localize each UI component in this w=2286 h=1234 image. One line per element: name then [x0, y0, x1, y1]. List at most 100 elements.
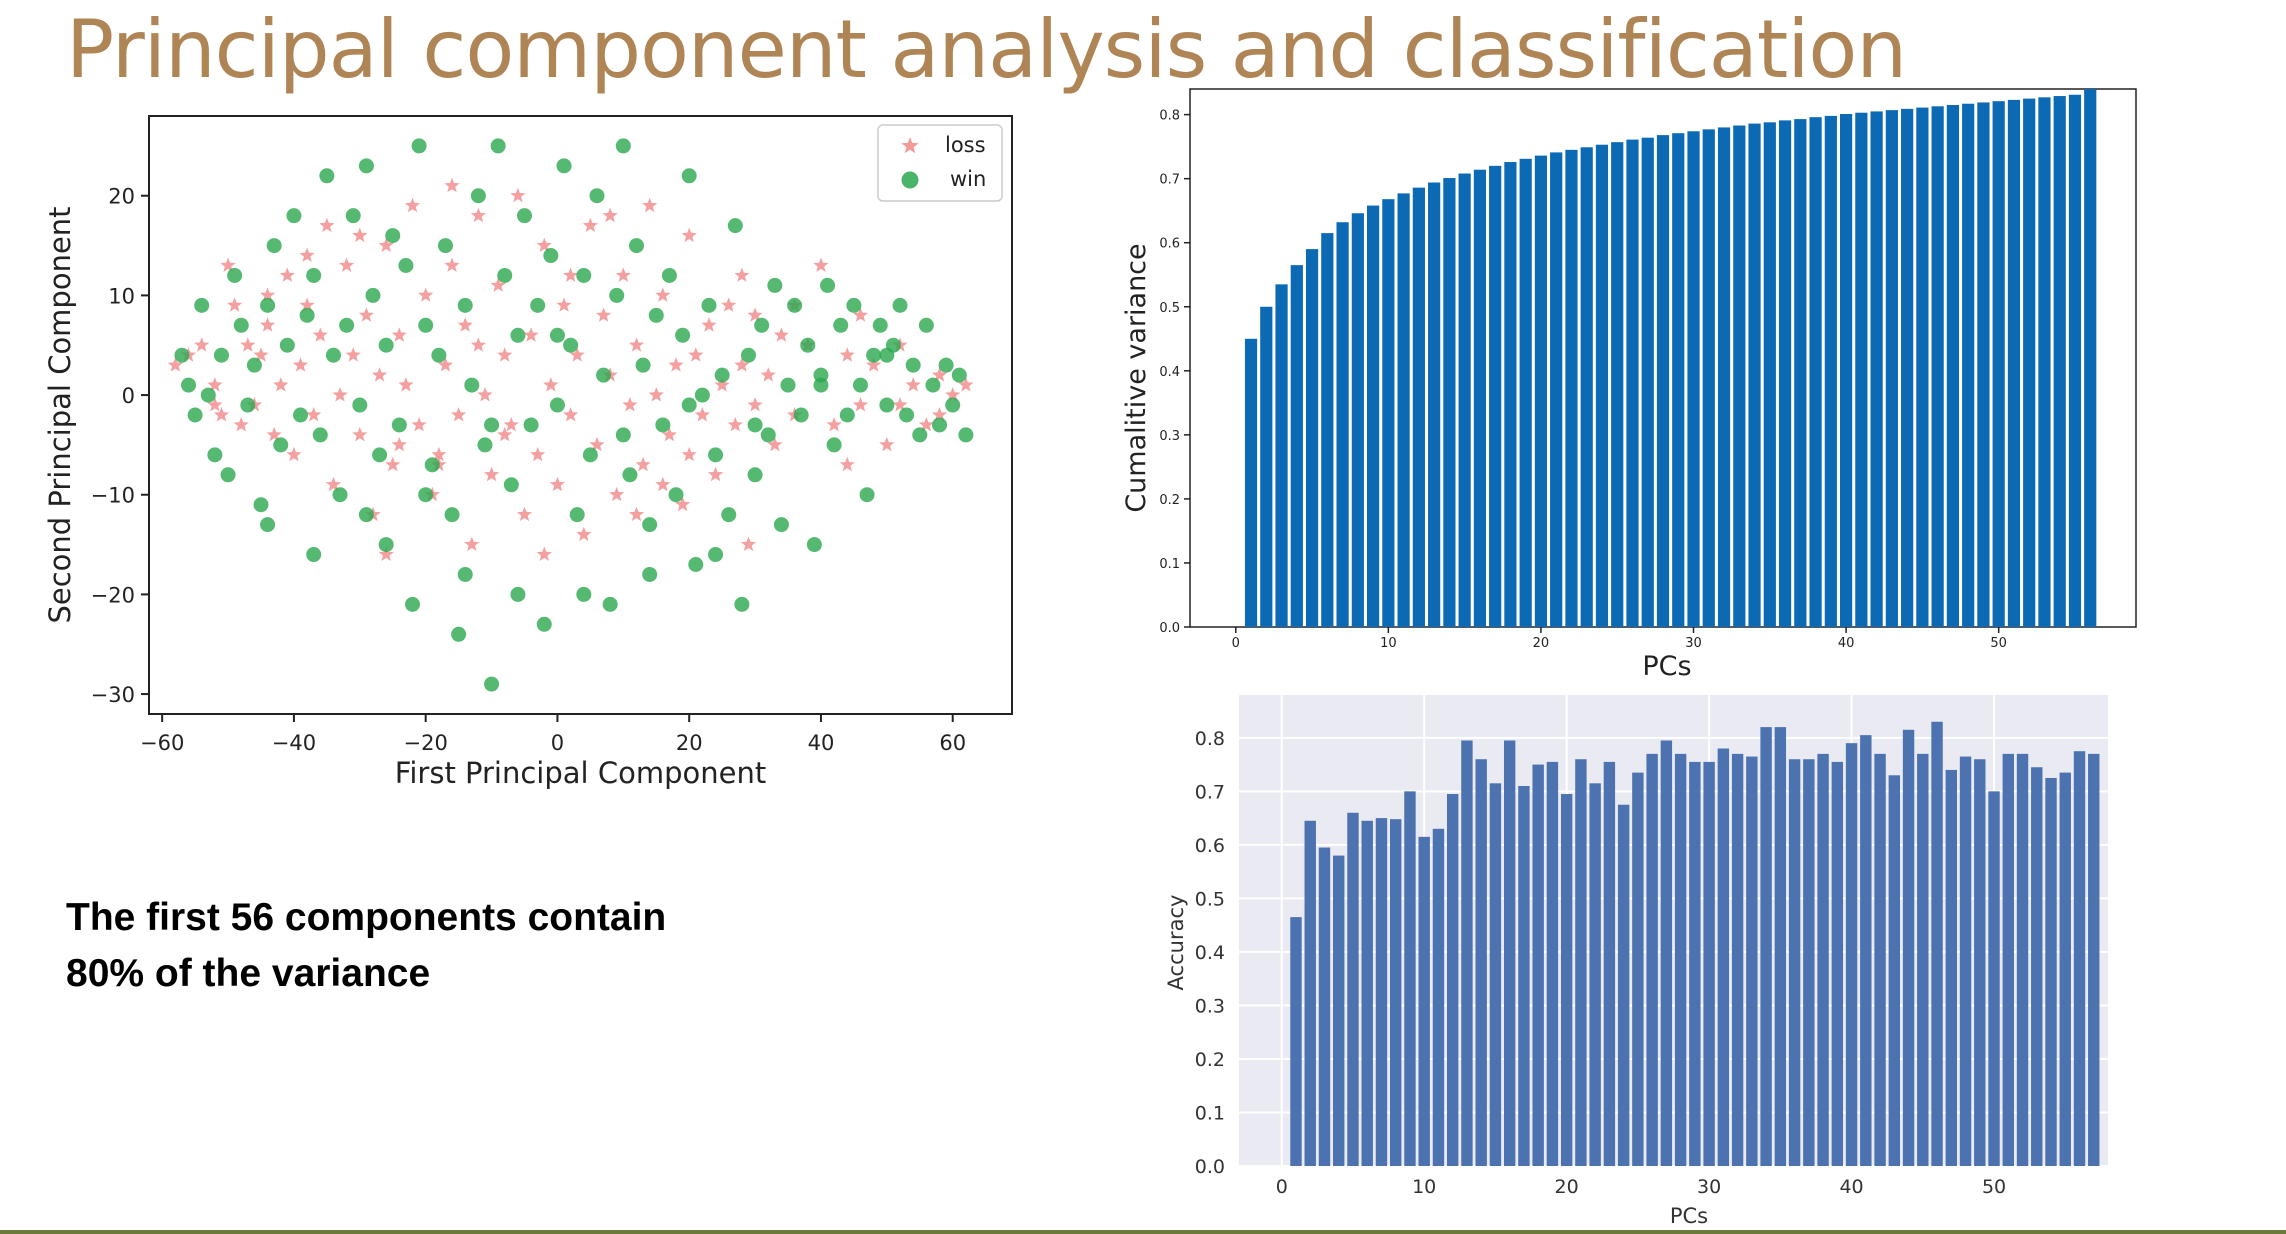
cumvar-y-tick-label-1: 0.1: [1159, 557, 1180, 572]
cumvar-x-tick-label-2: 20: [1533, 636, 1550, 651]
cumvar-y-tick-label-3: 0.3: [1159, 429, 1180, 444]
scatter-point-win-37: [424, 457, 440, 473]
accuracy-y-tick-label-3: 0.3: [1195, 995, 1225, 1017]
cumvar-bar-28: [1656, 135, 1670, 627]
cumvar-bar-8: [1351, 213, 1364, 627]
scatter-point-win-35: [411, 138, 427, 154]
scatter-point-win-3: [200, 387, 216, 403]
scatter-point-loss-99: [931, 367, 948, 382]
scatter-point-win-116: [945, 397, 961, 413]
accuracy-bar-56: [2073, 751, 2086, 1166]
accuracy-bar-34: [1760, 727, 1772, 1166]
x-tick-label-2: −20: [404, 731, 448, 755]
scatter-point-win-47: [490, 138, 506, 154]
scatter-point-win-82: [721, 507, 737, 523]
accuracy-bar-47: [1945, 769, 1957, 1166]
accuracy-bar-57: [2088, 753, 2100, 1166]
scatter-point-win-83: [727, 218, 743, 234]
scatter-point-win-42: [457, 297, 473, 313]
accuracy-bar-21: [1575, 759, 1587, 1166]
scatter-point-loss-86: [767, 436, 783, 452]
accuracy-y-tick-label-7: 0.7: [1195, 781, 1225, 803]
accuracy-bar-29: [1689, 761, 1701, 1166]
cumvar-bar-18: [1504, 162, 1517, 627]
scatter-point-win-129: [418, 487, 434, 503]
scatter-point-win-51: [517, 208, 533, 224]
scatter-point-loss-108: [431, 456, 447, 472]
scatter-point-win-60: [576, 267, 592, 283]
accuracy-bar-8: [1390, 819, 1402, 1166]
scatter-point-loss-60: [589, 436, 605, 452]
scatter-point-loss-78: [707, 466, 724, 482]
accuracy-y-tick-label-0: 0.0: [1195, 1156, 1225, 1178]
cumvar-bar-30: [1687, 131, 1700, 627]
cumvar-bar-56: [2084, 89, 2097, 627]
accuracy-bar-7: [1375, 818, 1388, 1166]
cumvar-bar-39: [1824, 115, 1837, 628]
cumvar-bar-25: [1611, 142, 1624, 627]
cumvar-y-tick-label-4: 0.4: [1159, 365, 1180, 380]
cumvar-y-tick-label-2: 0.2: [1159, 493, 1180, 508]
scatter-point-win-87: [754, 317, 770, 333]
scatter-point-loss-94: [866, 357, 882, 372]
scatter-point-win-5: [213, 347, 229, 363]
cumvar-bar-40: [1839, 113, 1853, 627]
accuracy-y-tick-label-2: 0.2: [1195, 1049, 1225, 1071]
accuracy-bar-55: [2059, 772, 2071, 1166]
y-tick-label-5: 20: [108, 185, 135, 209]
scatter-point-win-91: [780, 377, 796, 393]
cumvar-bar-45: [1916, 107, 1929, 628]
scatter-point-loss-90: [813, 257, 829, 272]
scatter-point-win-40: [444, 507, 460, 523]
scatter-point-win-43: [464, 377, 480, 393]
scatter-point-loss-30: [391, 327, 407, 342]
scatter-point-win-64: [602, 596, 618, 612]
scatter-point-win-12: [260, 297, 276, 313]
accuracy-bar-52: [2016, 753, 2029, 1166]
accuracy-y-tick-label-6: 0.6: [1195, 835, 1225, 857]
accuracy-bar-44: [1902, 729, 1915, 1166]
scatter-point-loss-13: [279, 267, 295, 282]
accuracy-y-tick-label-5: 0.5: [1195, 888, 1225, 910]
scatter-point-loss-58: [576, 526, 592, 542]
scatter-point-win-102: [852, 377, 868, 393]
accuracy-bar-6: [1361, 820, 1373, 1166]
scatter-point-win-125: [510, 586, 526, 602]
cumvar-bar-46: [1931, 106, 1944, 628]
scatter-point-win-56: [549, 397, 565, 413]
scatter-point-loss-54: [549, 476, 566, 492]
cumvar-bar-34: [1748, 123, 1761, 627]
cumvar-bar-43: [1885, 110, 1898, 627]
scatter-point-loss-105: [299, 247, 315, 262]
scatter-point-loss-92: [839, 347, 855, 362]
scatter-point-loss-112: [602, 207, 618, 223]
scatter-point-win-25: [345, 208, 361, 224]
cumvar-bar-41: [1855, 112, 1868, 627]
scatter-point-loss-110: [497, 426, 513, 442]
scatter-point-loss-8: [246, 397, 262, 412]
scatter-point-win-119: [181, 377, 197, 393]
accuracy-bar-9: [1404, 791, 1416, 1166]
cumvar-bar-1: [1244, 338, 1258, 627]
scatter-point-win-112: [918, 317, 934, 333]
accuracy-bar-5: [1347, 812, 1359, 1166]
scatter-point-loss-116: [787, 297, 803, 312]
accuracy-bar-51: [2002, 753, 2014, 1166]
scatter-point-loss-1: [180, 347, 197, 362]
cumvar-bar-24: [1595, 144, 1609, 627]
scatter-point-win-10: [246, 357, 262, 373]
cumvar-bar-35: [1763, 122, 1776, 628]
cumvar-bar-2: [1260, 306, 1273, 627]
scatter-point-loss-16: [299, 297, 315, 312]
cumvar-bar-32: [1717, 127, 1731, 627]
caption-line-2: 80% of the variance: [66, 952, 431, 995]
scatter-point-loss-95: [879, 436, 895, 452]
scatter-point-win-89: [767, 277, 783, 293]
scatter-point-win-21: [319, 168, 335, 184]
scatter-point-win-17: [293, 407, 309, 423]
scatter-point-win-136: [879, 347, 895, 363]
scatter-point-loss-26: [365, 506, 381, 522]
scatter-point-loss-103: [233, 417, 249, 432]
scatter-point-loss-17: [306, 407, 322, 422]
